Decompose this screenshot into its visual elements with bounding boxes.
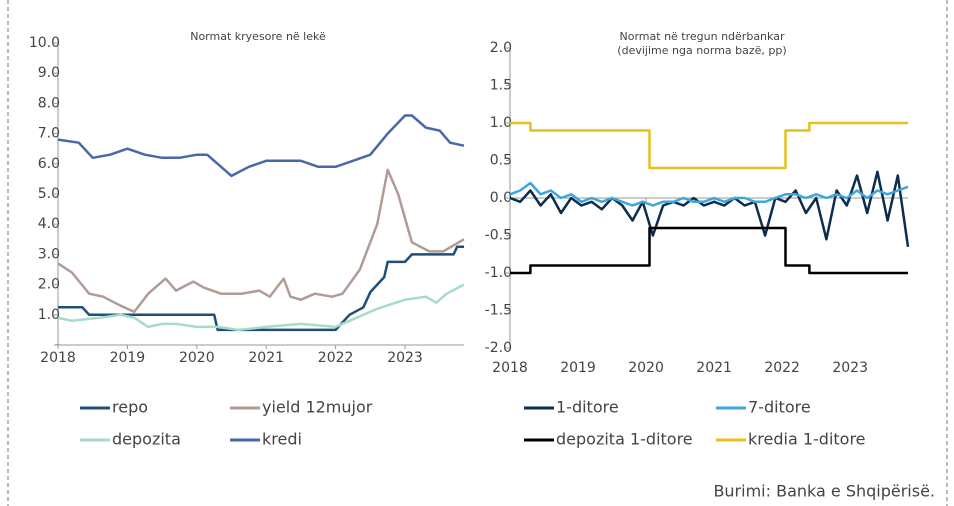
y-tick-label: 7.0 <box>38 126 60 142</box>
x-tick-label: 2023 <box>387 350 423 366</box>
y-tick-label: 4.0 <box>38 216 60 232</box>
x-tick-label: 2022 <box>318 350 354 366</box>
source: Burimi: Banka e Shqipërisë. <box>713 482 935 501</box>
y-tick-label: -1.0 <box>485 265 512 281</box>
series-line <box>57 283 465 332</box>
series-line <box>57 114 465 178</box>
y-tick-label: -1.5 <box>485 303 512 319</box>
y-tick-label: 2.0 <box>490 40 512 56</box>
legend-label: depozita 1-ditore <box>556 430 693 449</box>
chart-subtitle: (devijime nga norma bazë, pp) <box>617 44 786 57</box>
chart-title: Normat në tregun ndërbankar <box>620 30 785 43</box>
y-tick-label: 6.0 <box>38 156 60 172</box>
y-tick-label: 1.0 <box>38 307 60 323</box>
x-tick-label: 2022 <box>764 360 800 376</box>
y-tick-label: 8.0 <box>38 95 60 111</box>
y-tick-label: 2.0 <box>38 277 60 293</box>
series-line <box>57 168 465 314</box>
x-tick-label: 2019 <box>110 350 146 366</box>
y-tick-label: 0.0 <box>490 190 512 206</box>
y-tick-label: -0.5 <box>485 228 512 244</box>
chart-title: Normat kryesore në lekë <box>190 30 326 43</box>
series-line <box>510 121 908 170</box>
x-tick-label: 2020 <box>628 360 664 376</box>
legend-label: yield 12mujor <box>262 398 373 417</box>
y-tick-label: 1.0 <box>490 115 512 131</box>
legend-label: kredi <box>262 430 302 449</box>
y-tick-label: -2.0 <box>485 340 512 356</box>
legend-label: 1-ditore <box>556 398 619 417</box>
series-line <box>509 170 910 247</box>
y-tick-label: 1.5 <box>490 78 512 94</box>
x-tick-label: 2018 <box>40 350 76 366</box>
legend-label: 7-ditore <box>748 398 811 417</box>
series-line <box>58 245 464 332</box>
y-tick-label: 5.0 <box>38 186 60 202</box>
x-tick-label: 2023 <box>832 360 868 376</box>
x-tick-label: 2019 <box>560 360 596 376</box>
legend-label: kredia 1-ditore <box>748 430 866 449</box>
x-tick-label: 2021 <box>696 360 732 376</box>
y-tick-label: 10.0 <box>29 35 60 51</box>
y-tick-label: 3.0 <box>38 246 60 262</box>
x-tick-label: 2018 <box>492 360 528 376</box>
series-line <box>509 181 909 207</box>
legend-label: depozita <box>112 430 181 449</box>
legend-label: repo <box>112 398 148 417</box>
series-line <box>510 226 908 275</box>
x-tick-label: 2020 <box>179 350 215 366</box>
x-tick-label: 2021 <box>248 350 284 366</box>
y-tick-label: 9.0 <box>38 65 60 81</box>
y-tick-label: 0.5 <box>490 153 512 169</box>
